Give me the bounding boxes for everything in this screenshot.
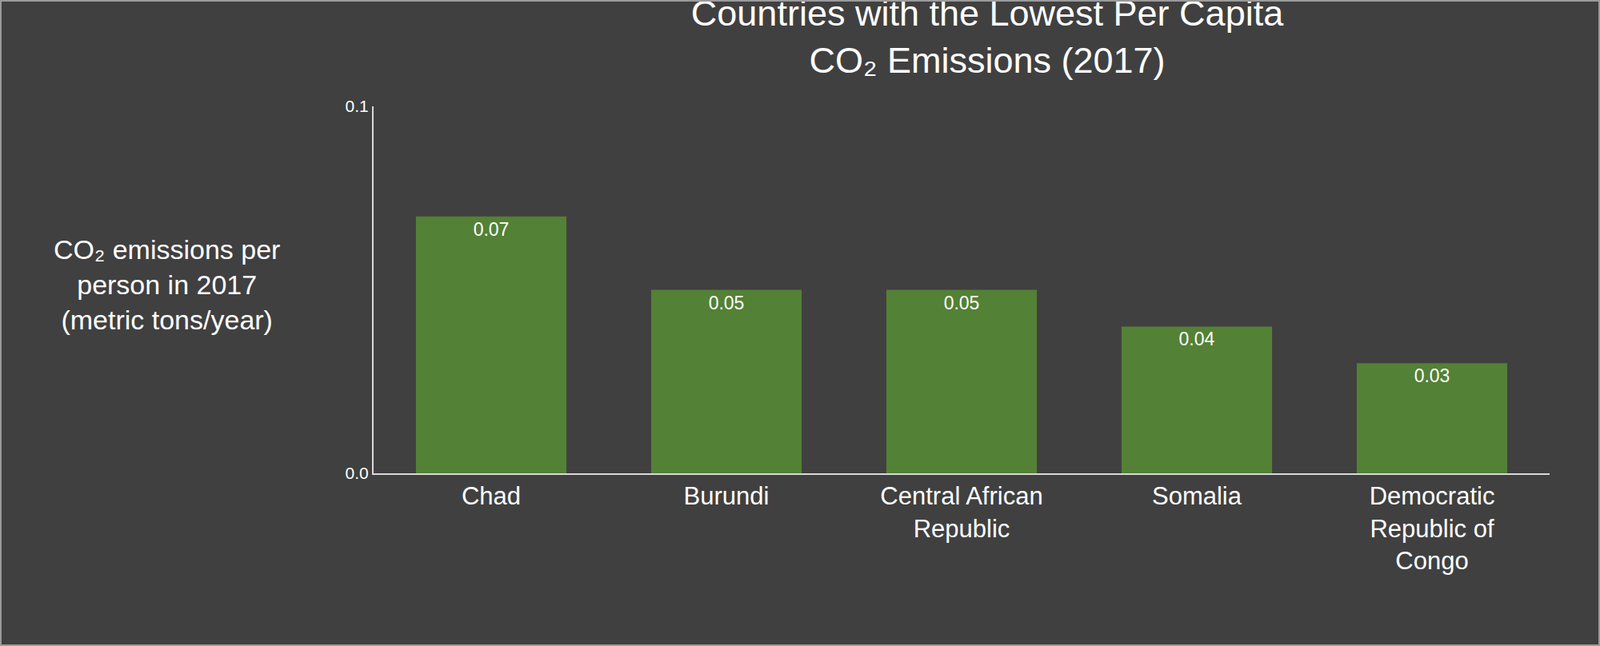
svg-text:CO₂ emissions perperson in 201: CO₂ emissions perperson in 2017(metric t…: [53, 234, 280, 336]
svg-text:DemocraticRepublic ofCongo: DemocraticRepublic ofCongo: [1369, 482, 1496, 576]
svg-text:0.0: 0.0: [345, 464, 369, 483]
svg-text:0.05: 0.05: [708, 292, 745, 314]
svg-text:0.04: 0.04: [1179, 328, 1216, 350]
svg-text:0.05: 0.05: [944, 292, 980, 314]
svg-text:Countries with the Lowest Per: Countries with the Lowest Per CapitaCO₂ …: [691, 0, 1284, 81]
svg-text:Central AfricanRepublic: Central AfricanRepublic: [880, 482, 1043, 543]
svg-text:Burundi: Burundi: [684, 482, 770, 511]
svg-text:Chad: Chad: [461, 482, 521, 511]
svg-text:0.07: 0.07: [473, 219, 510, 240]
svg-text:Somalia: Somalia: [1152, 482, 1243, 511]
svg-text:0.1: 0.1: [345, 96, 369, 116]
svg-text:0.03: 0.03: [1414, 365, 1451, 387]
